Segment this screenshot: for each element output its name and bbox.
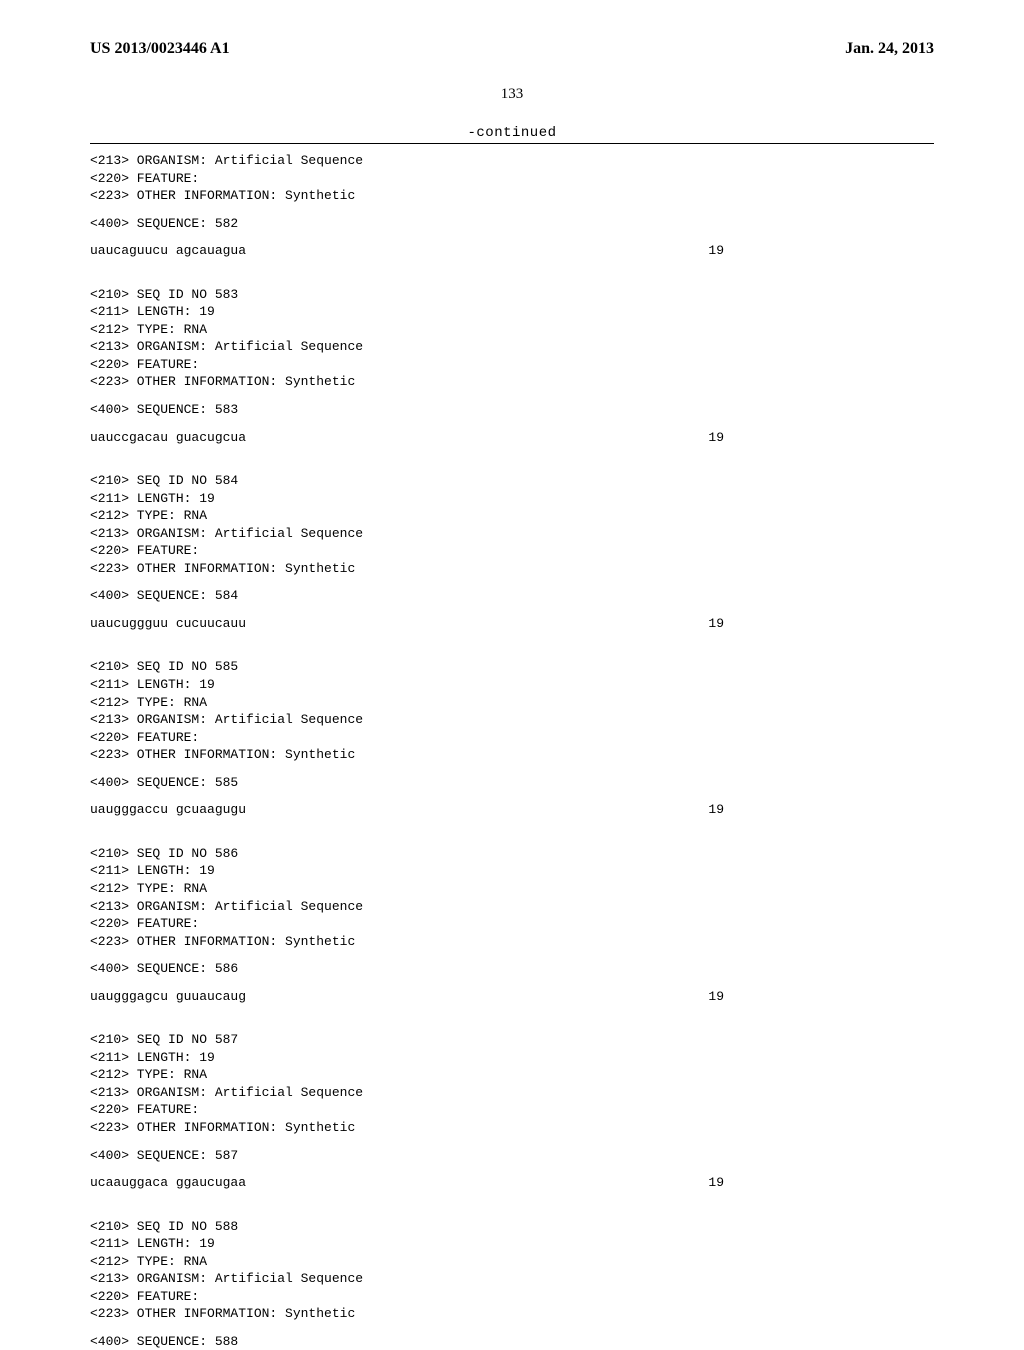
sequence-label: <400> SEQUENCE: 587 — [90, 1147, 934, 1165]
spacer — [90, 950, 934, 960]
sequence-label: <400> SEQUENCE: 584 — [90, 587, 934, 605]
spacer — [90, 232, 934, 242]
sequence-text: uaucuggguu cucuucauu — [90, 615, 246, 633]
spacer — [90, 1021, 934, 1031]
sequence-text: uaugggagcu guuaucaug — [90, 988, 246, 1006]
spacer — [90, 978, 934, 988]
continued-label: -continued — [467, 125, 556, 141]
sequence-label: <400> SEQUENCE: 588 — [90, 1333, 934, 1350]
sequence-label: <400> SEQUENCE: 585 — [90, 774, 934, 792]
sequence-length: 19 — [708, 242, 934, 260]
spacer — [90, 1192, 934, 1208]
sequence-row: uauccgacau guacugcua 19 — [90, 429, 934, 447]
page-header: US 2013/0023446 A1 Jan. 24, 2013 — [90, 40, 934, 58]
sequence-meta-block: <210> SEQ ID NO 584 <211> LENGTH: 19 <21… — [90, 472, 934, 577]
sequence-label: <400> SEQUENCE: 582 — [90, 215, 934, 233]
spacer — [90, 391, 934, 401]
sequence-length: 19 — [708, 615, 934, 633]
sequence-length: 19 — [708, 988, 934, 1006]
sequence-row: ucaauggaca ggaucugaa 19 — [90, 1174, 934, 1192]
sequence-text: uaugggaccu gcuaagugu — [90, 801, 246, 819]
sequence-meta-block: <213> ORGANISM: Artificial Sequence <220… — [90, 152, 934, 205]
spacer — [90, 819, 934, 835]
sequence-text: uauccgacau guacugcua — [90, 429, 246, 447]
publication-date: Jan. 24, 2013 — [845, 40, 934, 58]
spacer — [90, 1137, 934, 1147]
sequence-row: uaucaguucu agcauagua 19 — [90, 242, 934, 260]
spacer — [90, 1005, 934, 1021]
sequence-meta-block: <210> SEQ ID NO 585 <211> LENGTH: 19 <21… — [90, 658, 934, 763]
sequence-label: <400> SEQUENCE: 586 — [90, 960, 934, 978]
spacer — [90, 276, 934, 286]
spacer — [90, 605, 934, 615]
continued-label-wrap: -continued — [90, 123, 934, 141]
sequence-row: uaugggagcu guuaucaug 19 — [90, 988, 934, 1006]
spacer — [90, 764, 934, 774]
sequence-text: ucaauggaca ggaucugaa — [90, 1174, 246, 1192]
spacer — [90, 1323, 934, 1333]
sequence-length: 19 — [708, 1174, 934, 1192]
spacer — [90, 446, 934, 462]
sequence-meta-block: <210> SEQ ID NO 583 <211> LENGTH: 19 <21… — [90, 286, 934, 391]
spacer — [90, 1164, 934, 1174]
sequence-meta-block: <210> SEQ ID NO 586 <211> LENGTH: 19 <21… — [90, 845, 934, 950]
sequence-length: 19 — [708, 801, 934, 819]
sequence-meta-block: <210> SEQ ID NO 588 <211> LENGTH: 19 <21… — [90, 1218, 934, 1323]
spacer — [90, 205, 934, 215]
spacer — [90, 577, 934, 587]
spacer — [90, 648, 934, 658]
page: US 2013/0023446 A1 Jan. 24, 2013 133 -co… — [0, 0, 1024, 1320]
sequence-length: 19 — [708, 429, 934, 447]
sequence-text: uaucaguucu agcauagua — [90, 242, 246, 260]
sequence-row: uaugggaccu gcuaagugu 19 — [90, 801, 934, 819]
spacer — [90, 1208, 934, 1218]
spacer — [90, 419, 934, 429]
spacer — [90, 791, 934, 801]
sequence-meta-block: <210> SEQ ID NO 587 <211> LENGTH: 19 <21… — [90, 1031, 934, 1136]
sequence-label: <400> SEQUENCE: 583 — [90, 401, 934, 419]
spacer — [90, 835, 934, 845]
divider-top — [90, 143, 934, 144]
spacer — [90, 632, 934, 648]
publication-number: US 2013/0023446 A1 — [90, 40, 230, 58]
sequence-listing: <213> ORGANISM: Artificial Sequence <220… — [90, 152, 934, 1350]
sequence-row: uaucuggguu cucuucauu 19 — [90, 615, 934, 633]
page-number: 133 — [90, 86, 934, 103]
spacer — [90, 462, 934, 472]
spacer — [90, 260, 934, 276]
